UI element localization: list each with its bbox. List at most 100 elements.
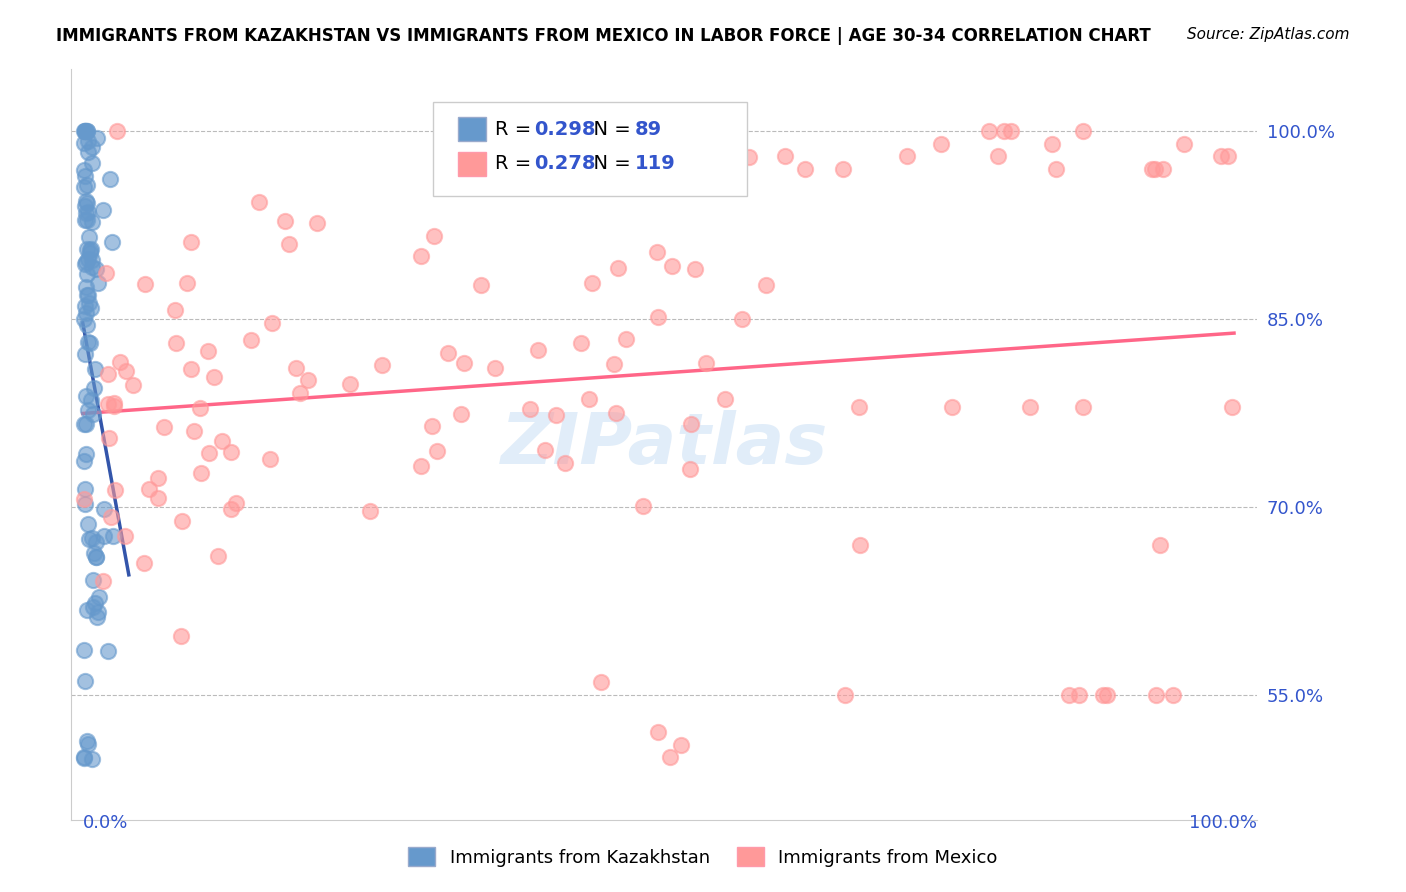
Point bbox=[533, 442, 555, 457]
Point bbox=[554, 456, 576, 470]
Point bbox=[285, 360, 308, 375]
Point bbox=[97, 367, 120, 381]
Point bbox=[80, 301, 103, 315]
Point bbox=[146, 491, 169, 506]
Point bbox=[75, 205, 97, 219]
Point bbox=[86, 549, 108, 564]
Point bbox=[84, 549, 107, 564]
Point bbox=[86, 610, 108, 624]
Text: 0.298: 0.298 bbox=[534, 120, 595, 139]
Point bbox=[77, 134, 100, 148]
Point bbox=[80, 140, 103, 154]
Point bbox=[695, 355, 717, 369]
Point bbox=[1040, 136, 1063, 151]
Point bbox=[731, 312, 754, 326]
Point bbox=[172, 514, 194, 528]
Point bbox=[134, 556, 156, 570]
Point bbox=[108, 355, 131, 369]
Point bbox=[97, 644, 120, 658]
Point bbox=[831, 161, 853, 176]
Point bbox=[166, 336, 188, 351]
Point bbox=[73, 199, 96, 213]
Point bbox=[73, 136, 96, 150]
Text: Source: ZipAtlas.com: Source: ZipAtlas.com bbox=[1187, 27, 1350, 42]
Point bbox=[82, 407, 104, 421]
Point bbox=[73, 124, 96, 138]
Point bbox=[76, 288, 98, 302]
Point bbox=[76, 737, 98, 751]
Point bbox=[219, 445, 242, 459]
Point bbox=[188, 401, 211, 415]
Point bbox=[755, 277, 778, 292]
Point bbox=[76, 318, 98, 333]
Point bbox=[77, 533, 100, 547]
Point bbox=[98, 172, 121, 186]
Point bbox=[73, 643, 96, 657]
Point bbox=[86, 606, 108, 620]
Point bbox=[83, 381, 105, 395]
Point bbox=[80, 215, 103, 229]
Point bbox=[79, 392, 101, 407]
Point bbox=[633, 499, 655, 513]
Point bbox=[1071, 124, 1094, 138]
Text: 100.0%: 100.0% bbox=[1189, 814, 1257, 832]
Point bbox=[409, 249, 432, 263]
Point bbox=[73, 163, 96, 178]
Point bbox=[84, 535, 107, 549]
Point bbox=[589, 675, 612, 690]
Point bbox=[80, 243, 103, 257]
Point bbox=[77, 296, 100, 310]
Point bbox=[77, 205, 100, 219]
Point bbox=[647, 725, 669, 739]
Point bbox=[1222, 400, 1244, 414]
Point bbox=[219, 502, 242, 516]
Point bbox=[101, 235, 124, 249]
Point bbox=[423, 229, 446, 244]
Point bbox=[73, 417, 96, 431]
Point bbox=[82, 574, 104, 588]
Point bbox=[87, 276, 110, 290]
Point bbox=[190, 467, 212, 481]
Point bbox=[1071, 400, 1094, 414]
Point bbox=[183, 424, 205, 438]
Point bbox=[259, 451, 281, 466]
Point bbox=[94, 266, 117, 280]
Point bbox=[453, 356, 475, 370]
Point bbox=[1144, 161, 1167, 176]
Point bbox=[519, 401, 541, 416]
Point bbox=[848, 400, 870, 414]
Point bbox=[420, 418, 443, 433]
Point bbox=[683, 262, 706, 277]
Point bbox=[297, 373, 319, 387]
Point bbox=[73, 674, 96, 689]
Point bbox=[1000, 124, 1022, 138]
Point bbox=[75, 256, 97, 270]
Text: N =: N = bbox=[581, 120, 637, 139]
Point bbox=[86, 131, 108, 145]
Point bbox=[103, 399, 125, 413]
Point bbox=[76, 403, 98, 417]
Point bbox=[103, 396, 125, 410]
Point bbox=[605, 406, 627, 420]
Point bbox=[714, 392, 737, 406]
Point bbox=[77, 517, 100, 532]
Point bbox=[76, 242, 98, 256]
Point bbox=[75, 447, 97, 461]
Point bbox=[75, 417, 97, 431]
Point bbox=[437, 346, 460, 360]
Text: 119: 119 bbox=[634, 154, 675, 173]
Point bbox=[569, 336, 592, 351]
Point bbox=[138, 483, 160, 497]
Point bbox=[1045, 161, 1067, 176]
Legend: Immigrants from Kazakhstan, Immigrants from Mexico: Immigrants from Kazakhstan, Immigrants f… bbox=[401, 840, 1005, 874]
Point bbox=[602, 357, 624, 371]
Point bbox=[76, 287, 98, 301]
Point bbox=[97, 397, 120, 411]
Point bbox=[305, 216, 328, 230]
Text: 89: 89 bbox=[634, 120, 662, 139]
Point bbox=[1019, 400, 1042, 414]
Point bbox=[80, 155, 103, 169]
Point bbox=[146, 471, 169, 485]
Point bbox=[1173, 136, 1195, 151]
Point bbox=[1144, 688, 1167, 702]
